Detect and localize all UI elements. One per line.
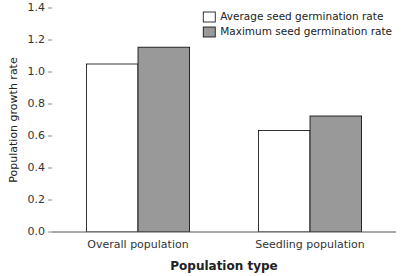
legend-swatch <box>203 27 215 37</box>
legend: Average seed germination rate Maximum see… <box>203 10 392 37</box>
x-tick-label: Overall population <box>87 238 188 251</box>
y-tick-label: 1.4 <box>28 1 46 14</box>
y-axis: 0.0 0.2 0.4 0.6 0.8 1.0 1.2 1.4 <box>28 1 53 238</box>
legend-swatch <box>203 12 215 22</box>
y-tick-label: 1.0 <box>28 65 46 78</box>
chart-container: 0.0 0.2 0.4 0.6 0.8 1.0 1.2 1.4 Overall populati… <box>0 0 404 276</box>
y-tick-label: 1.2 <box>28 33 46 46</box>
legend-label: Average seed germination rate <box>220 10 383 22</box>
x-tick-label: Seedling population <box>255 238 365 251</box>
x-axis-label: Population type <box>170 259 277 273</box>
y-tick-label: 0.0 <box>28 225 46 238</box>
x-axis: Overall population Seedling population <box>52 232 396 251</box>
y-tick <box>48 8 52 9</box>
legend-label: Maximum seed germination rate <box>220 25 392 37</box>
y-tick-label: 0.6 <box>28 129 46 142</box>
y-tick <box>48 168 52 169</box>
y-tick <box>48 136 52 137</box>
bar <box>86 64 138 232</box>
y-tick <box>48 40 52 41</box>
y-tick <box>48 232 52 233</box>
chart-svg: 0.0 0.2 0.4 0.6 0.8 1.0 1.2 1.4 Overall populati… <box>0 0 404 276</box>
y-tick-label: 0.4 <box>28 161 46 174</box>
x-axis-line <box>52 232 396 233</box>
y-tick <box>48 200 52 201</box>
bars <box>86 47 361 232</box>
y-tick-label: 0.8 <box>28 97 46 110</box>
bar <box>258 130 310 232</box>
y-tick-label: 0.2 <box>28 193 46 206</box>
y-axis-label: Population growth rate <box>7 57 20 183</box>
bar <box>138 47 190 232</box>
bar <box>310 116 362 232</box>
y-tick <box>48 72 52 73</box>
y-tick <box>48 104 52 105</box>
